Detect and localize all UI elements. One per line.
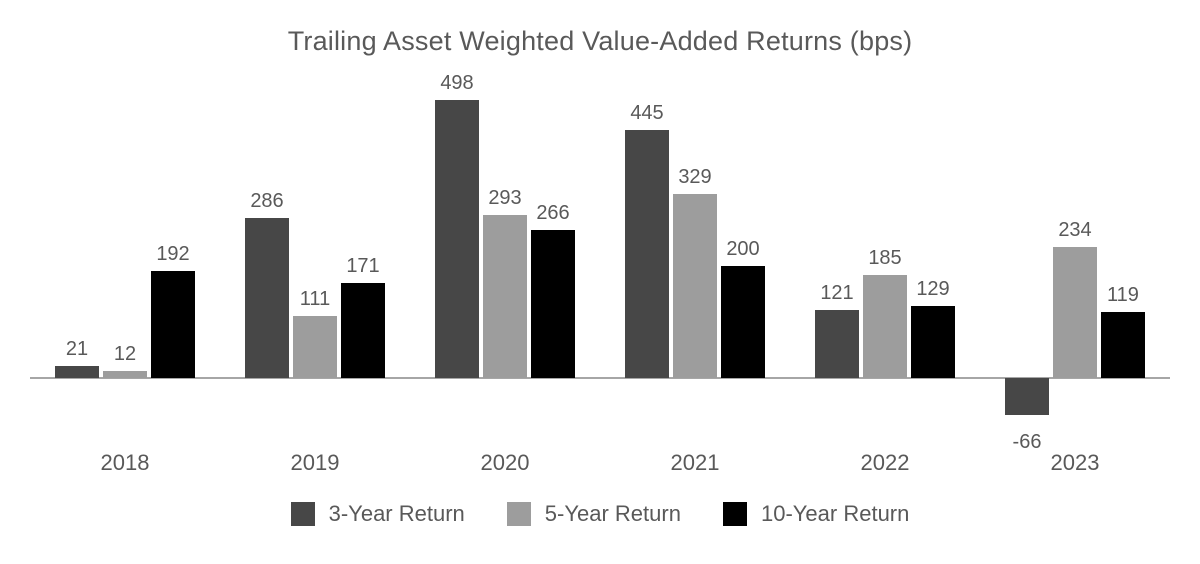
bar-5-year-return-2018 — [103, 371, 147, 378]
bar-value-label: 21 — [65, 338, 89, 360]
legend-label: 10-Year Return — [760, 501, 910, 526]
legend: 3-Year Return 5-Year Return 10-Year Return — [0, 501, 1200, 527]
x-axis-label-2018: 2018 — [100, 450, 150, 475]
x-axis-label-2021: 2021 — [670, 450, 720, 475]
chart-title: Trailing Asset Weighted Value-Added Retu… — [287, 26, 913, 56]
legend-item-10-year-return: 10-Year Return — [722, 501, 910, 527]
bar-3-year-return-2021 — [625, 130, 669, 378]
bar-value-label: 266 — [536, 202, 570, 224]
bar-value-label: 185 — [868, 247, 902, 269]
bar-value-label: 111 — [299, 288, 331, 310]
bar-value-label: 234 — [1058, 219, 1092, 241]
bar-3-year-return-2022 — [815, 310, 859, 378]
legend-swatch-3-year-return — [290, 502, 315, 526]
bar-5-year-return-2021 — [673, 194, 717, 378]
x-axis-label-2019: 2019 — [290, 450, 340, 475]
bar-10-year-return-2019 — [341, 283, 385, 378]
legend-label: 5-Year Return — [544, 501, 681, 526]
bar-5-year-return-2020 — [483, 215, 527, 378]
bar-5-year-return-2019 — [293, 316, 337, 378]
bar-value-label: -66 — [1012, 431, 1042, 453]
bar-value-label: 12 — [113, 343, 137, 365]
bar-10-year-return-2021 — [721, 266, 765, 378]
x-axis-label-2020: 2020 — [480, 450, 530, 475]
bar-value-label: 445 — [630, 102, 664, 124]
x-axis-line — [30, 377, 1170, 379]
bar-value-label: 329 — [678, 166, 712, 188]
bar-10-year-return-2023 — [1101, 312, 1145, 378]
bar-value-label: 286 — [250, 190, 284, 212]
bar-value-label: 171 — [346, 255, 380, 277]
bar-value-label: 121 — [820, 282, 854, 304]
bar-3-year-return-2020 — [435, 100, 479, 378]
bar-5-year-return-2023 — [1053, 247, 1097, 378]
legend-swatch-5-year-return — [506, 502, 531, 526]
bar-value-label: 200 — [726, 238, 760, 260]
bar-3-year-return-2023 — [1005, 378, 1049, 415]
bar-10-year-return-2018 — [151, 271, 195, 378]
legend-swatch-10-year-return — [722, 502, 747, 526]
bar-value-label: 129 — [916, 278, 950, 300]
x-axis-label-2022: 2022 — [860, 450, 910, 475]
bar-5-year-return-2022 — [863, 275, 907, 378]
bar-10-year-return-2020 — [531, 230, 575, 378]
x-axis-label-2023: 2023 — [1050, 450, 1100, 475]
bar-value-label: 119 — [1107, 284, 1139, 306]
bar-3-year-return-2018 — [55, 366, 99, 378]
legend-label: 3-Year Return — [328, 501, 465, 526]
legend-item-3-year-return: 3-Year Return — [290, 501, 465, 527]
bar-value-label: 192 — [156, 243, 190, 265]
bar-value-label: 498 — [440, 72, 474, 94]
bar-3-year-return-2019 — [245, 218, 289, 378]
bar-10-year-return-2022 — [911, 306, 955, 378]
bar-value-label: 293 — [488, 187, 522, 209]
legend-item-5-year-return: 5-Year Return — [506, 501, 681, 527]
